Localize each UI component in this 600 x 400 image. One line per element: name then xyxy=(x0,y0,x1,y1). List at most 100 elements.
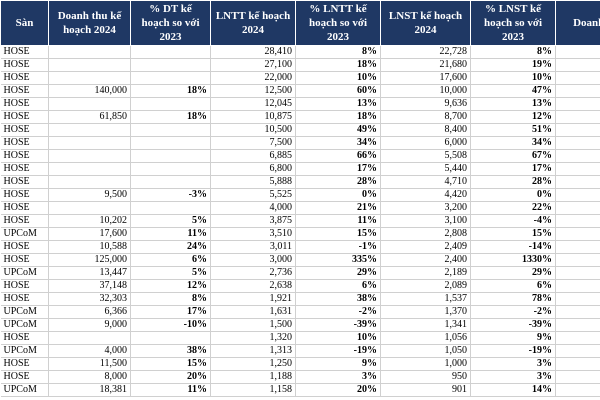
table-cell: HOSE xyxy=(0,357,49,371)
table-cell: 1,537 xyxy=(380,292,471,306)
table-cell: 1,056 xyxy=(380,331,471,345)
table-row: HOSE 140,000 18% 12,500 60% 10,000 47% xyxy=(0,84,600,98)
table-row: HOSE 10,588 24% 3,011 -1% 2,409 -14% xyxy=(0,240,600,254)
table-body: HOSE 28,410 8% 22,728 8% HOSE 27,100 18% 21,680 1… xyxy=(0,45,600,397)
table-row: HOSE 12,045 13% 9,636 13% xyxy=(0,97,600,111)
table-cell xyxy=(555,357,600,371)
table-row: UPCoM 9,000 -10% 1,500 -39% 1,341 -39% xyxy=(0,318,600,332)
table-cell xyxy=(48,123,131,137)
table-cell: 1,341 xyxy=(380,318,471,332)
table-cell: -3% xyxy=(130,188,211,202)
table-cell xyxy=(555,240,600,254)
table-cell: 34% xyxy=(470,136,556,150)
table-cell: 10% xyxy=(295,331,381,345)
table-cell: 28% xyxy=(295,175,381,189)
table-cell: HOSE xyxy=(0,240,49,254)
table-cell: 21% xyxy=(295,201,381,215)
table-row: HOSE 28,410 8% 22,728 8% xyxy=(0,45,600,59)
table-cell: HOSE xyxy=(0,201,49,215)
table-cell: 950 xyxy=(380,370,471,384)
table-cell: 5% xyxy=(130,214,211,228)
table-cell: HOSE xyxy=(0,84,49,98)
table-cell: 6% xyxy=(295,279,381,293)
table-cell: 11,500 xyxy=(48,357,131,371)
table-row: HOSE 7,500 34% 6,000 34% xyxy=(0,136,600,150)
table-cell xyxy=(555,253,600,267)
table-cell: 5,525 xyxy=(210,188,296,202)
table-cell: 4,420 xyxy=(380,188,471,202)
header-cell: Doanh thu kế hoạch 2024 xyxy=(48,0,131,46)
table-row: HOSE 27,100 18% 21,680 19% xyxy=(0,58,600,72)
table-cell: HOSE xyxy=(0,331,49,345)
table-cell: 3% xyxy=(470,370,556,384)
table-cell xyxy=(48,58,131,72)
table-cell: 0% xyxy=(470,188,556,202)
table-cell xyxy=(555,266,600,280)
table-cell: 17% xyxy=(295,162,381,176)
table-cell: 10,500 xyxy=(210,123,296,137)
table-row: HOSE 32,303 8% 1,921 38% 1,537 78% xyxy=(0,292,600,306)
table-cell: 24% xyxy=(130,240,211,254)
table-cell: 2,638 xyxy=(210,279,296,293)
table-cell xyxy=(48,331,131,345)
table-cell: 125,000 xyxy=(48,253,131,267)
table-cell: UPCoM xyxy=(0,266,49,280)
table-cell: 15% xyxy=(295,227,381,241)
table-cell: 2,409 xyxy=(380,240,471,254)
table-cell xyxy=(48,162,131,176)
table-cell: 67% xyxy=(470,149,556,163)
table-cell: 9% xyxy=(470,331,556,345)
table-cell: 8,700 xyxy=(380,110,471,124)
table-row: HOSE 4,000 21% 3,200 22% xyxy=(0,201,600,215)
table-cell xyxy=(555,97,600,111)
table-cell xyxy=(130,58,211,72)
table-row: UPCoM 13,447 5% 2,736 29% 2,189 29% xyxy=(0,266,600,280)
table-cell: 1,500 xyxy=(210,318,296,332)
table-cell: 0% xyxy=(295,188,381,202)
table-cell xyxy=(555,84,600,98)
table-cell: HOSE xyxy=(0,71,49,85)
table-cell: -19% xyxy=(470,344,556,358)
table-cell: 13,447 xyxy=(48,266,131,280)
table-cell: 11% xyxy=(130,383,211,397)
table-cell: 20% xyxy=(130,370,211,384)
table-cell: 9,636 xyxy=(380,97,471,111)
table-cell xyxy=(555,188,600,202)
table-row: HOSE 6,800 17% 5,440 17% xyxy=(0,162,600,176)
header-row: Sàn Doanh thu kế hoạch 2024% DT kế hoạch … xyxy=(0,0,600,46)
table-cell: 13% xyxy=(470,97,556,111)
table-cell: 9,500 xyxy=(48,188,131,202)
table-cell: 1,050 xyxy=(380,344,471,358)
table-cell: 32,303 xyxy=(48,292,131,306)
table-cell: 19% xyxy=(470,58,556,72)
table-cell: 12,500 xyxy=(210,84,296,98)
table-cell: 6,800 xyxy=(210,162,296,176)
table-cell: 6,000 xyxy=(380,136,471,150)
table-cell: 22% xyxy=(470,201,556,215)
table-cell: 17% xyxy=(470,162,556,176)
table-cell: HOSE xyxy=(0,292,49,306)
table-row: HOSE 125,000 6% 3,000 335% 2,400 1330% xyxy=(0,253,600,267)
table-cell: 1,921 xyxy=(210,292,296,306)
table-cell xyxy=(555,305,600,319)
table-cell: 3,510 xyxy=(210,227,296,241)
header-cell: % DT kế hoạch so với 2023 xyxy=(130,0,211,46)
table-cell: UPCoM xyxy=(0,344,49,358)
table-cell xyxy=(130,136,211,150)
table-cell: 10,202 xyxy=(48,214,131,228)
table-cell: 8,000 xyxy=(48,370,131,384)
table-cell: 18% xyxy=(130,110,211,124)
table-cell: HOSE xyxy=(0,253,49,267)
table-cell: 8,400 xyxy=(380,123,471,137)
table-row: HOSE 10,500 49% 8,400 51% xyxy=(0,123,600,137)
table-cell: 38% xyxy=(130,344,211,358)
table-row: HOSE 9,500 -3% 5,525 0% 4,420 0% xyxy=(0,188,600,202)
table-cell: 3,875 xyxy=(210,214,296,228)
table-cell: -1% xyxy=(295,240,381,254)
table-cell: 1,313 xyxy=(210,344,296,358)
table-cell: 11% xyxy=(295,214,381,228)
table-cell: 3,100 xyxy=(380,214,471,228)
table-cell: 2,808 xyxy=(380,227,471,241)
